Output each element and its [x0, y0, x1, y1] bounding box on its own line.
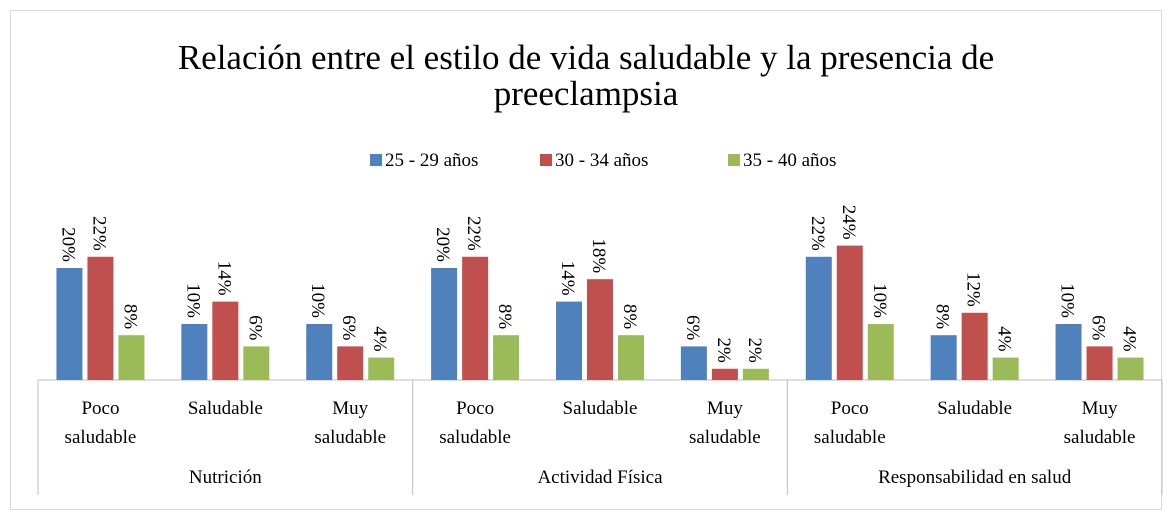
legend-label: 25 - 29 años	[385, 150, 478, 171]
bar	[306, 324, 333, 380]
data-label: 14%	[213, 261, 234, 296]
bar	[711, 368, 738, 380]
data-label: 6%	[244, 315, 265, 341]
category-label: Muy saludable	[314, 398, 387, 448]
category-label: Muy saludable	[1063, 398, 1136, 448]
bar	[742, 368, 769, 380]
category-label: Muy saludable	[688, 398, 761, 448]
bar	[87, 256, 114, 380]
bar	[243, 346, 270, 380]
bar	[368, 357, 395, 380]
bar	[462, 256, 489, 380]
bar	[992, 357, 1019, 380]
data-label: 12%	[963, 272, 984, 307]
data-label: 14%	[557, 261, 578, 296]
legend-swatch	[370, 154, 382, 166]
data-label: 4%	[1119, 326, 1140, 352]
category-label: Saludable	[187, 398, 263, 419]
legend-swatch	[540, 154, 552, 166]
group-label: Actividad Física	[537, 467, 663, 488]
category-label: Saludable	[937, 398, 1013, 419]
data-label: 2%	[713, 337, 734, 363]
bar	[1086, 346, 1113, 380]
bar	[118, 335, 145, 380]
category-label: Saludable	[562, 398, 638, 419]
bar	[587, 279, 613, 380]
data-label: 4%	[369, 326, 390, 352]
bar	[181, 324, 208, 380]
data-label: 4%	[994, 326, 1015, 352]
bar	[867, 324, 894, 380]
data-label: 10%	[869, 283, 890, 318]
bar	[56, 268, 83, 380]
bar	[836, 245, 863, 380]
bar	[1117, 357, 1144, 380]
data-label: 2%	[744, 337, 765, 363]
chart: 25 - 29 años 30 - 34 años 35 - 40 años 20% 2…	[37, 150, 1163, 495]
group-label: Responsabilidad en salud	[878, 467, 1072, 488]
legend-label: 30 - 34 años	[555, 150, 648, 171]
bar	[212, 301, 239, 380]
bar	[1055, 324, 1082, 380]
data-label: 20%	[57, 227, 78, 262]
bar	[556, 301, 582, 380]
category-label: Poco saludable	[439, 398, 511, 448]
bar	[961, 312, 988, 380]
data-label: 8%	[932, 304, 953, 330]
data-label: 22%	[88, 216, 109, 251]
data-label: 10%	[182, 283, 203, 318]
bar	[431, 268, 458, 380]
data-label: 22%	[463, 216, 484, 251]
data-label: 24%	[838, 205, 859, 240]
legend-swatch	[728, 154, 740, 166]
data-label: 22%	[807, 216, 828, 251]
category-label: Poco saludable	[813, 398, 886, 448]
data-label: 10%	[307, 283, 328, 318]
bar	[930, 335, 957, 380]
data-label: 10%	[1057, 283, 1078, 318]
data-label: 6%	[338, 315, 359, 341]
bar	[680, 346, 707, 380]
bar	[337, 346, 364, 380]
category-label: Poco saludable	[64, 398, 137, 448]
bar	[493, 335, 520, 380]
data-label: 6%	[1088, 315, 1109, 341]
data-label: 18%	[588, 238, 609, 273]
bar	[618, 335, 644, 380]
data-label: 20%	[432, 227, 453, 262]
bar	[805, 256, 832, 380]
legend-label: 35 - 40 años	[743, 150, 836, 171]
group-label: Nutrición	[188, 467, 262, 488]
data-label: 8%	[494, 304, 515, 330]
chart-title: Relación entre el estilo de vida saludab…	[177, 38, 995, 113]
data-label: 8%	[119, 304, 140, 330]
data-label: 6%	[682, 315, 703, 341]
data-label: 8%	[619, 304, 640, 330]
page: {"chart_data": {"type": "bar", "title": …	[10, 10, 1163, 510]
